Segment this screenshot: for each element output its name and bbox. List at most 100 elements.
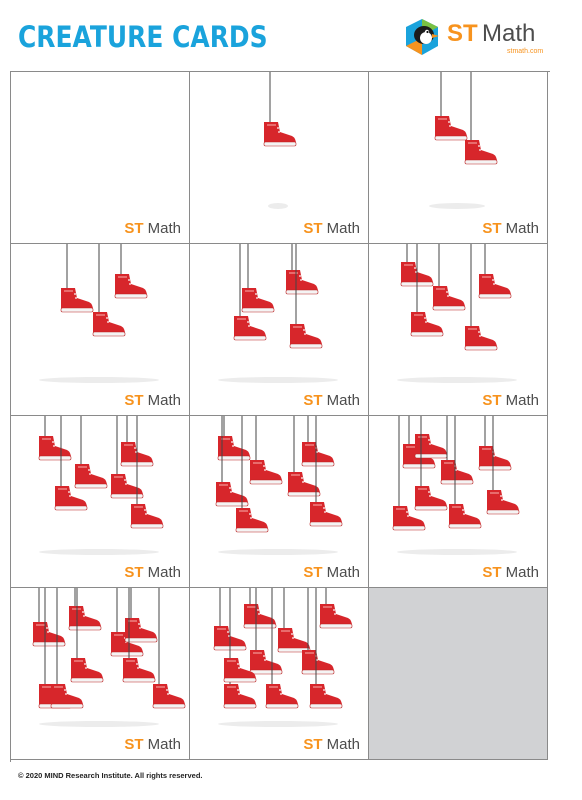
creature-card: ST Math [369, 244, 548, 416]
red-boot-icon [265, 588, 299, 709]
red-boot-icon [110, 588, 144, 657]
card-st-math-logo: ST Math [124, 392, 181, 409]
red-boot-icon [414, 416, 448, 459]
red-boot-icon [478, 416, 512, 471]
red-boot-icon [448, 416, 482, 529]
creature-illustration [213, 588, 353, 727]
shadow [429, 203, 485, 209]
card-logo-math: Math [143, 736, 181, 753]
creature-illustration [11, 72, 189, 243]
card-logo-math: Math [322, 564, 360, 581]
card-st-math-logo: ST Math [124, 220, 181, 237]
brand-st-text: ST [447, 20, 478, 47]
creature-illustration [392, 416, 520, 555]
red-boot-icon [124, 588, 158, 643]
red-boot-icon [38, 416, 72, 461]
red-boot-icon [110, 416, 144, 499]
shadow [397, 377, 517, 383]
creature-card: ST Math [11, 416, 190, 588]
red-boot-icon [434, 72, 468, 141]
creature-card: ST Math [190, 72, 369, 244]
card-logo-math: Math [143, 392, 181, 409]
card-grid: ST Math ST Math ST Math ST Math ST Math … [10, 71, 550, 762]
shadow [39, 721, 159, 727]
card-st-math-logo: ST Math [482, 220, 539, 237]
card-logo-math: Math [322, 392, 360, 409]
shadow [397, 549, 517, 555]
red-boot-icon [464, 244, 498, 351]
penguin-logo-icon [406, 19, 439, 55]
red-boot-icon [54, 416, 88, 511]
shadow [218, 377, 338, 383]
creature-illustration [263, 72, 297, 209]
brand-url: stmath.com [507, 48, 544, 55]
red-boot-icon [285, 244, 319, 295]
red-boot-icon [478, 244, 512, 299]
red-boot-icon [217, 416, 251, 461]
red-boot-icon [74, 416, 108, 489]
shadow [39, 377, 159, 383]
red-boot-icon [414, 416, 448, 511]
creature-card: ST Math [190, 244, 369, 416]
creature-illustration [218, 244, 338, 383]
st-math-brand: ST Math stmath.com [402, 18, 552, 58]
card-logo-st: ST [124, 564, 144, 581]
creature-card: ST Math [11, 588, 190, 760]
creature-illustration [397, 244, 517, 383]
red-boot-icon [249, 416, 283, 485]
card-logo-st: ST [482, 220, 502, 237]
red-boot-icon [223, 588, 257, 683]
creature-card: ST Math [369, 416, 548, 588]
red-boot-icon [392, 416, 426, 531]
card-logo-st: ST [482, 564, 502, 581]
card-logo-math: Math [322, 736, 360, 753]
shadow [218, 549, 338, 555]
red-boot-icon [60, 244, 94, 313]
red-boot-icon [152, 588, 186, 709]
creature-card: ST Math [11, 244, 190, 416]
card-st-math-logo: ST Math [303, 736, 360, 753]
red-boot-icon [440, 416, 474, 485]
red-boot-icon [122, 588, 156, 683]
red-boot-icon [287, 416, 321, 497]
card-logo-math: Math [143, 220, 181, 237]
card-logo-math: Math [501, 564, 539, 581]
creature-card: ST Math [190, 416, 369, 588]
brand-math-text: Math [482, 20, 536, 47]
creature-illustration [429, 72, 498, 209]
shadow [268, 203, 288, 209]
red-boot-icon [243, 588, 277, 629]
red-boot-icon [114, 244, 148, 299]
red-boot-icon [130, 416, 164, 529]
creature-illustration [32, 588, 186, 727]
red-boot-icon [50, 588, 84, 709]
red-boot-icon [68, 588, 102, 631]
red-boot-icon [301, 416, 335, 467]
page-title: CREATURE CARDS [18, 20, 268, 54]
red-boot-icon [70, 588, 104, 683]
card-st-math-logo: ST Math [303, 564, 360, 581]
red-boot-icon [289, 244, 323, 349]
card-st-math-logo: ST Math [482, 392, 539, 409]
card-st-math-logo: ST Math [303, 220, 360, 237]
red-boot-icon [309, 416, 343, 527]
red-boot-icon [464, 72, 498, 165]
red-boot-icon [277, 588, 311, 653]
red-boot-icon [486, 416, 520, 515]
card-logo-st: ST [124, 736, 144, 753]
red-boot-icon [241, 244, 275, 313]
card-logo-math: Math [143, 564, 181, 581]
red-boot-icon [309, 588, 343, 709]
card-logo-st: ST [303, 220, 323, 237]
shadow [39, 549, 159, 555]
creature-illustration [38, 416, 164, 555]
copyright-footer: © 2020 MIND Research Institute. All righ… [18, 771, 203, 780]
red-boot-icon [215, 416, 249, 507]
red-boot-icon [235, 416, 269, 533]
card-logo-math: Math [322, 220, 360, 237]
card-st-math-logo: ST Math [303, 392, 360, 409]
red-boot-icon [410, 244, 444, 337]
card-logo-st: ST [303, 736, 323, 753]
red-boot-icon [249, 588, 283, 675]
creature-card: ST Math [190, 588, 369, 760]
